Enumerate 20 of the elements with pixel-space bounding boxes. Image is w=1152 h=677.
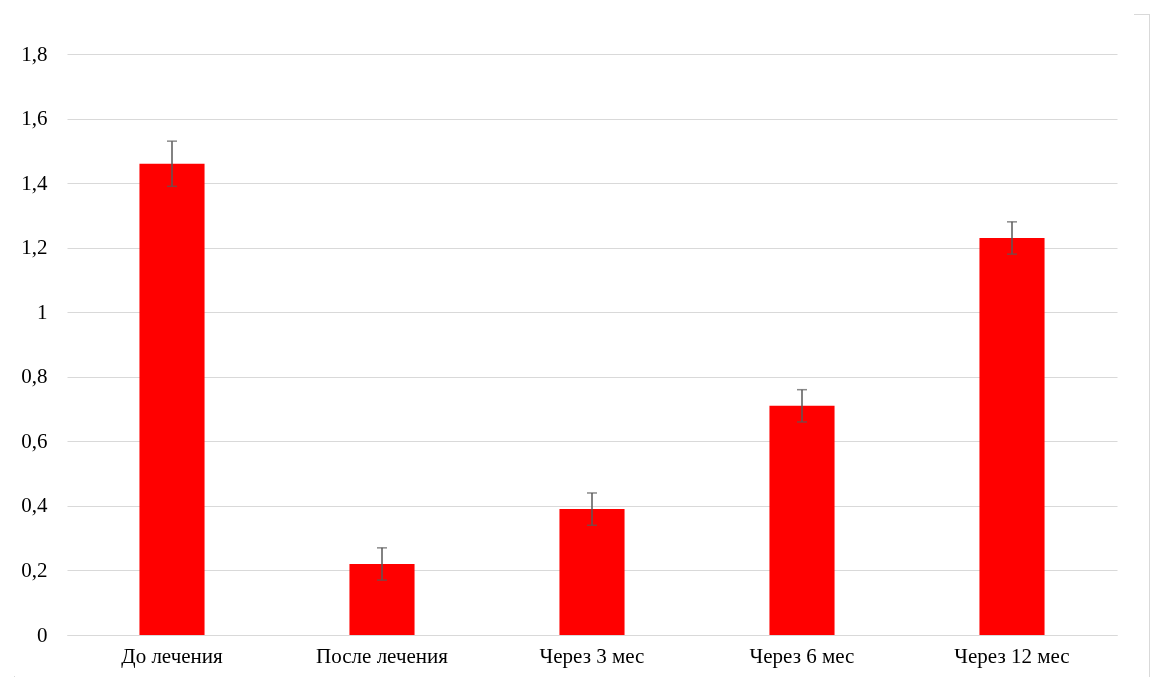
bar xyxy=(979,237,1045,635)
y-tick-label: 0 xyxy=(37,622,48,647)
y-tick-label: 1,2 xyxy=(21,235,48,260)
bar xyxy=(769,405,835,635)
y-tick-label: 1 xyxy=(37,299,48,324)
y-tick-label: 0,6 xyxy=(21,428,48,453)
bar xyxy=(139,163,205,635)
bar xyxy=(559,509,625,635)
x-tick-label: До лечения xyxy=(121,643,224,668)
x-tick-label: Через 12 мес xyxy=(954,643,1070,668)
y-tick-label: 1,4 xyxy=(21,170,48,195)
x-tick-label: Через 3 мес xyxy=(539,643,645,668)
bar xyxy=(349,563,415,635)
x-tick-label: После лечения xyxy=(316,643,449,668)
y-tick-label: 0,4 xyxy=(21,493,48,518)
x-tick-label: Через 6 мес xyxy=(749,643,855,668)
y-tick-label: 1,6 xyxy=(21,106,48,131)
y-tick-label: 1,8 xyxy=(21,41,48,66)
y-tick-label: 0,8 xyxy=(21,364,48,389)
y-tick-label: 0,2 xyxy=(21,557,48,582)
